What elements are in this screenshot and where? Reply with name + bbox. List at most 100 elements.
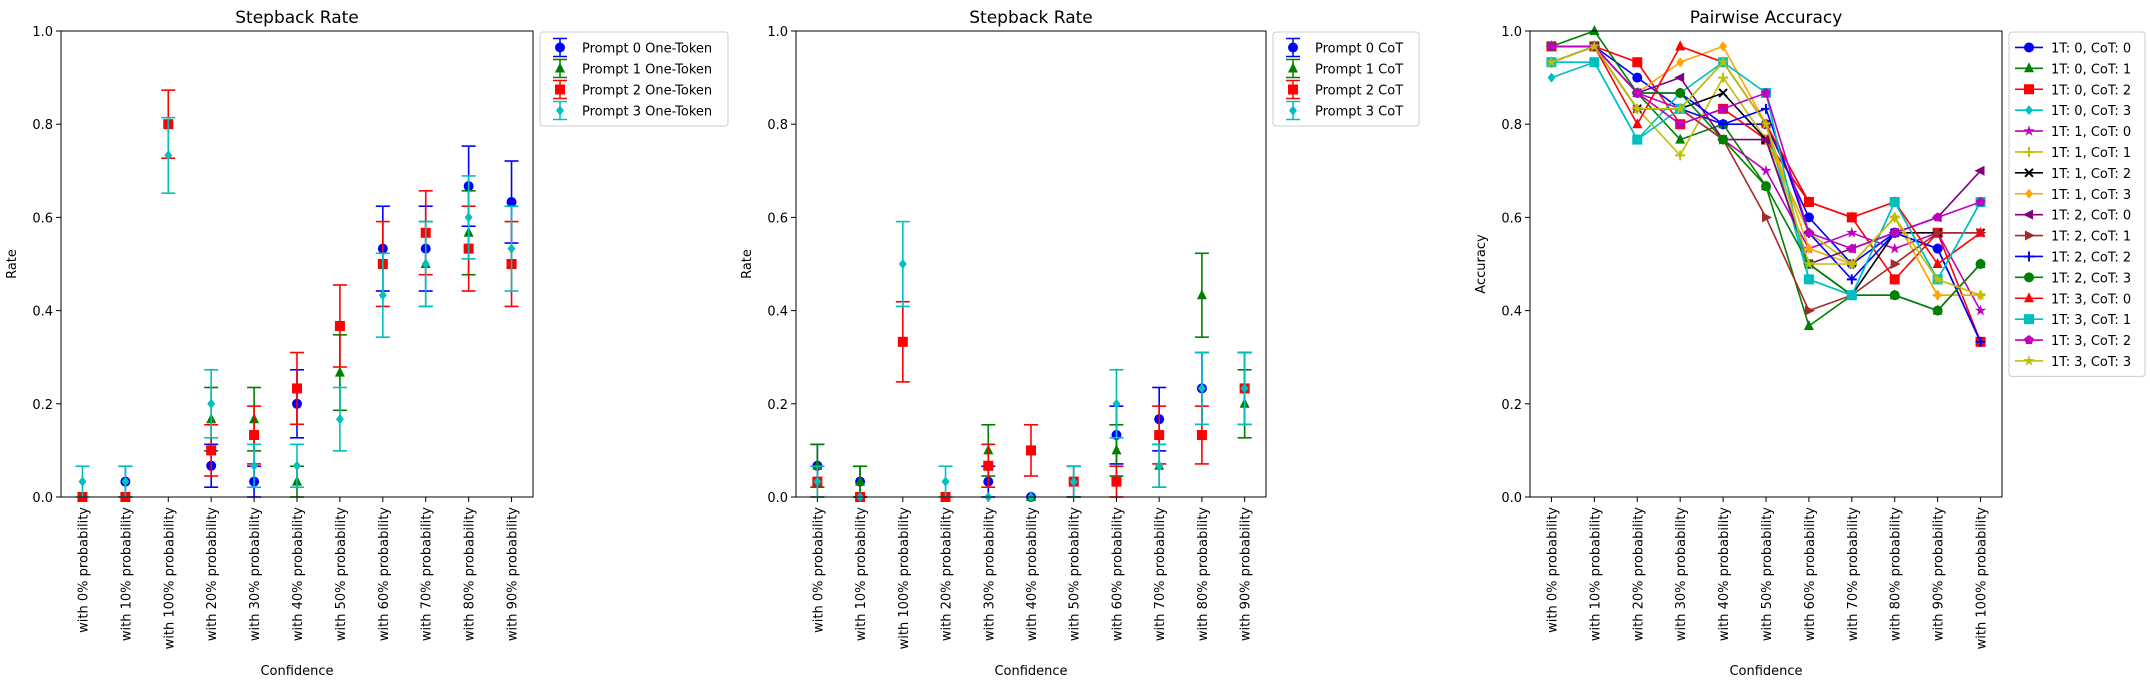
data-point — [1889, 211, 1901, 223]
legend-marker — [2023, 209, 2033, 220]
legend-label: Prompt 1 One-Token — [582, 63, 712, 78]
data-point — [1240, 383, 1249, 394]
series-line — [1551, 45, 1981, 266]
data-point — [1932, 212, 1943, 222]
legend-marker — [555, 62, 565, 73]
legend-box — [539, 31, 729, 127]
series-line — [1551, 45, 1982, 266]
x-tick-label: with 40% probability — [1717, 507, 1732, 641]
data-point — [1760, 118, 1772, 130]
x-tick-label: with 80% probability — [1196, 507, 1211, 641]
x-tick-label: with 70% probability — [1846, 507, 1861, 641]
data-point — [1760, 134, 1770, 145]
x-tick-label: with 90% probability — [506, 507, 521, 641]
data-point — [1975, 336, 1986, 347]
plot-area — [810, 220, 1252, 502]
legend-label: 1T: 3, CoT: 0 — [2051, 292, 2131, 307]
data-point — [1154, 430, 1165, 441]
legend-marker — [2023, 125, 2035, 136]
data-point — [1974, 289, 1987, 301]
data-point — [1631, 102, 1643, 114]
data-point — [1719, 41, 1728, 52]
data-point — [1718, 88, 1728, 98]
plot-area — [75, 89, 519, 502]
data-point — [334, 320, 345, 331]
data-point — [1718, 119, 1729, 130]
data-point — [1112, 398, 1121, 409]
data-point — [164, 150, 173, 161]
data-point — [1717, 56, 1729, 68]
y-tick-label: 0.2 — [1501, 398, 1522, 413]
x-axis-label: Confidence — [994, 664, 1067, 679]
data-point — [1931, 273, 1944, 285]
data-point — [1632, 72, 1643, 83]
legend-box — [1272, 31, 1420, 127]
data-point — [1889, 290, 1900, 301]
legend-label: 1T: 0, CoT: 0 — [2051, 41, 2131, 56]
legend-label: 1T: 3, CoT: 1 — [2051, 313, 2131, 328]
data-point — [983, 460, 994, 471]
chart-panel-0: Stepback Rate 0.0 0.2 0.4 0.6 0.8 1.0 with 0% p… — [5, 8, 729, 679]
x-tick-label: with 50% probability — [1068, 507, 1083, 641]
legend-label: 1T: 1, CoT: 1 — [2051, 146, 2131, 161]
legend: Prompt 0 One-Token Prompt 1 One-Token Prom… — [539, 31, 729, 127]
y-tick-label: 1.0 — [32, 25, 53, 40]
data-point — [1674, 72, 1685, 83]
legend-marker — [2024, 62, 2034, 73]
legend: 1T: 0, CoT: 0 1T: 0, CoT: 1 1T: 0, CoT: 2 1… — [2008, 31, 2146, 377]
x-tick-label: with 70% probability — [1153, 507, 1168, 641]
data-point — [1545, 56, 1558, 68]
legend-marker — [555, 42, 565, 53]
series-4 — [1545, 40, 1987, 316]
data-point — [1675, 40, 1686, 51]
data-point — [1675, 87, 1686, 98]
data-point — [1111, 444, 1122, 455]
x-tick-label: with 10% probability — [854, 507, 869, 641]
chart-title: Stepback Rate — [235, 8, 359, 28]
x-tick-label: with 50% probability — [1760, 507, 1775, 641]
data-point — [1761, 181, 1771, 192]
legend: Prompt 0 CoT Prompt 1 CoT Prompt 2 CoT Prom… — [1272, 31, 1420, 127]
y-tick-label: 0.0 — [32, 491, 53, 506]
series-3 — [75, 116, 519, 498]
legend-label: 1T: 1, CoT: 2 — [2051, 167, 2131, 182]
series-2 — [1546, 41, 1986, 347]
plot-frame — [60, 30, 534, 498]
legend-marker — [1288, 84, 1298, 95]
data-point — [1675, 133, 1686, 144]
data-point — [293, 460, 301, 471]
y-tick-label: 0.8 — [1501, 118, 1522, 133]
data-point — [1932, 305, 1943, 316]
y-axis-label: Rate — [5, 249, 20, 279]
data-point — [1975, 226, 1986, 237]
data-point — [1069, 476, 1078, 487]
series-2 — [810, 300, 1252, 502]
data-point — [813, 476, 822, 487]
data-point — [78, 476, 87, 487]
legend-label: 1T: 1, CoT: 0 — [2051, 125, 2131, 140]
legend-label: 1T: 0, CoT: 3 — [2051, 104, 2131, 119]
legend-marker — [2024, 168, 2034, 178]
data-point — [1804, 243, 1813, 254]
data-point — [1718, 134, 1729, 145]
legend-box — [2008, 31, 2146, 377]
y-tick-label: 0.4 — [32, 305, 53, 320]
data-point — [1674, 102, 1686, 114]
data-point — [1975, 197, 1986, 207]
y-tick-label: 0.0 — [767, 491, 788, 506]
data-point — [1675, 150, 1686, 161]
data-point — [1676, 57, 1685, 68]
legend-marker — [2024, 292, 2034, 303]
series-12 — [1546, 40, 1986, 268]
legend-marker — [2024, 335, 2034, 345]
data-point — [897, 336, 908, 347]
legend-label: 1T: 2, CoT: 1 — [2051, 230, 2131, 245]
data-point — [1933, 290, 1942, 301]
y-tick-label: 1.0 — [1501, 25, 1522, 40]
data-point — [1804, 305, 1815, 316]
plot-area — [1545, 25, 1987, 347]
data-point — [1803, 196, 1814, 206]
data-point — [1197, 383, 1206, 394]
y-tick-label: 0.2 — [767, 398, 788, 413]
